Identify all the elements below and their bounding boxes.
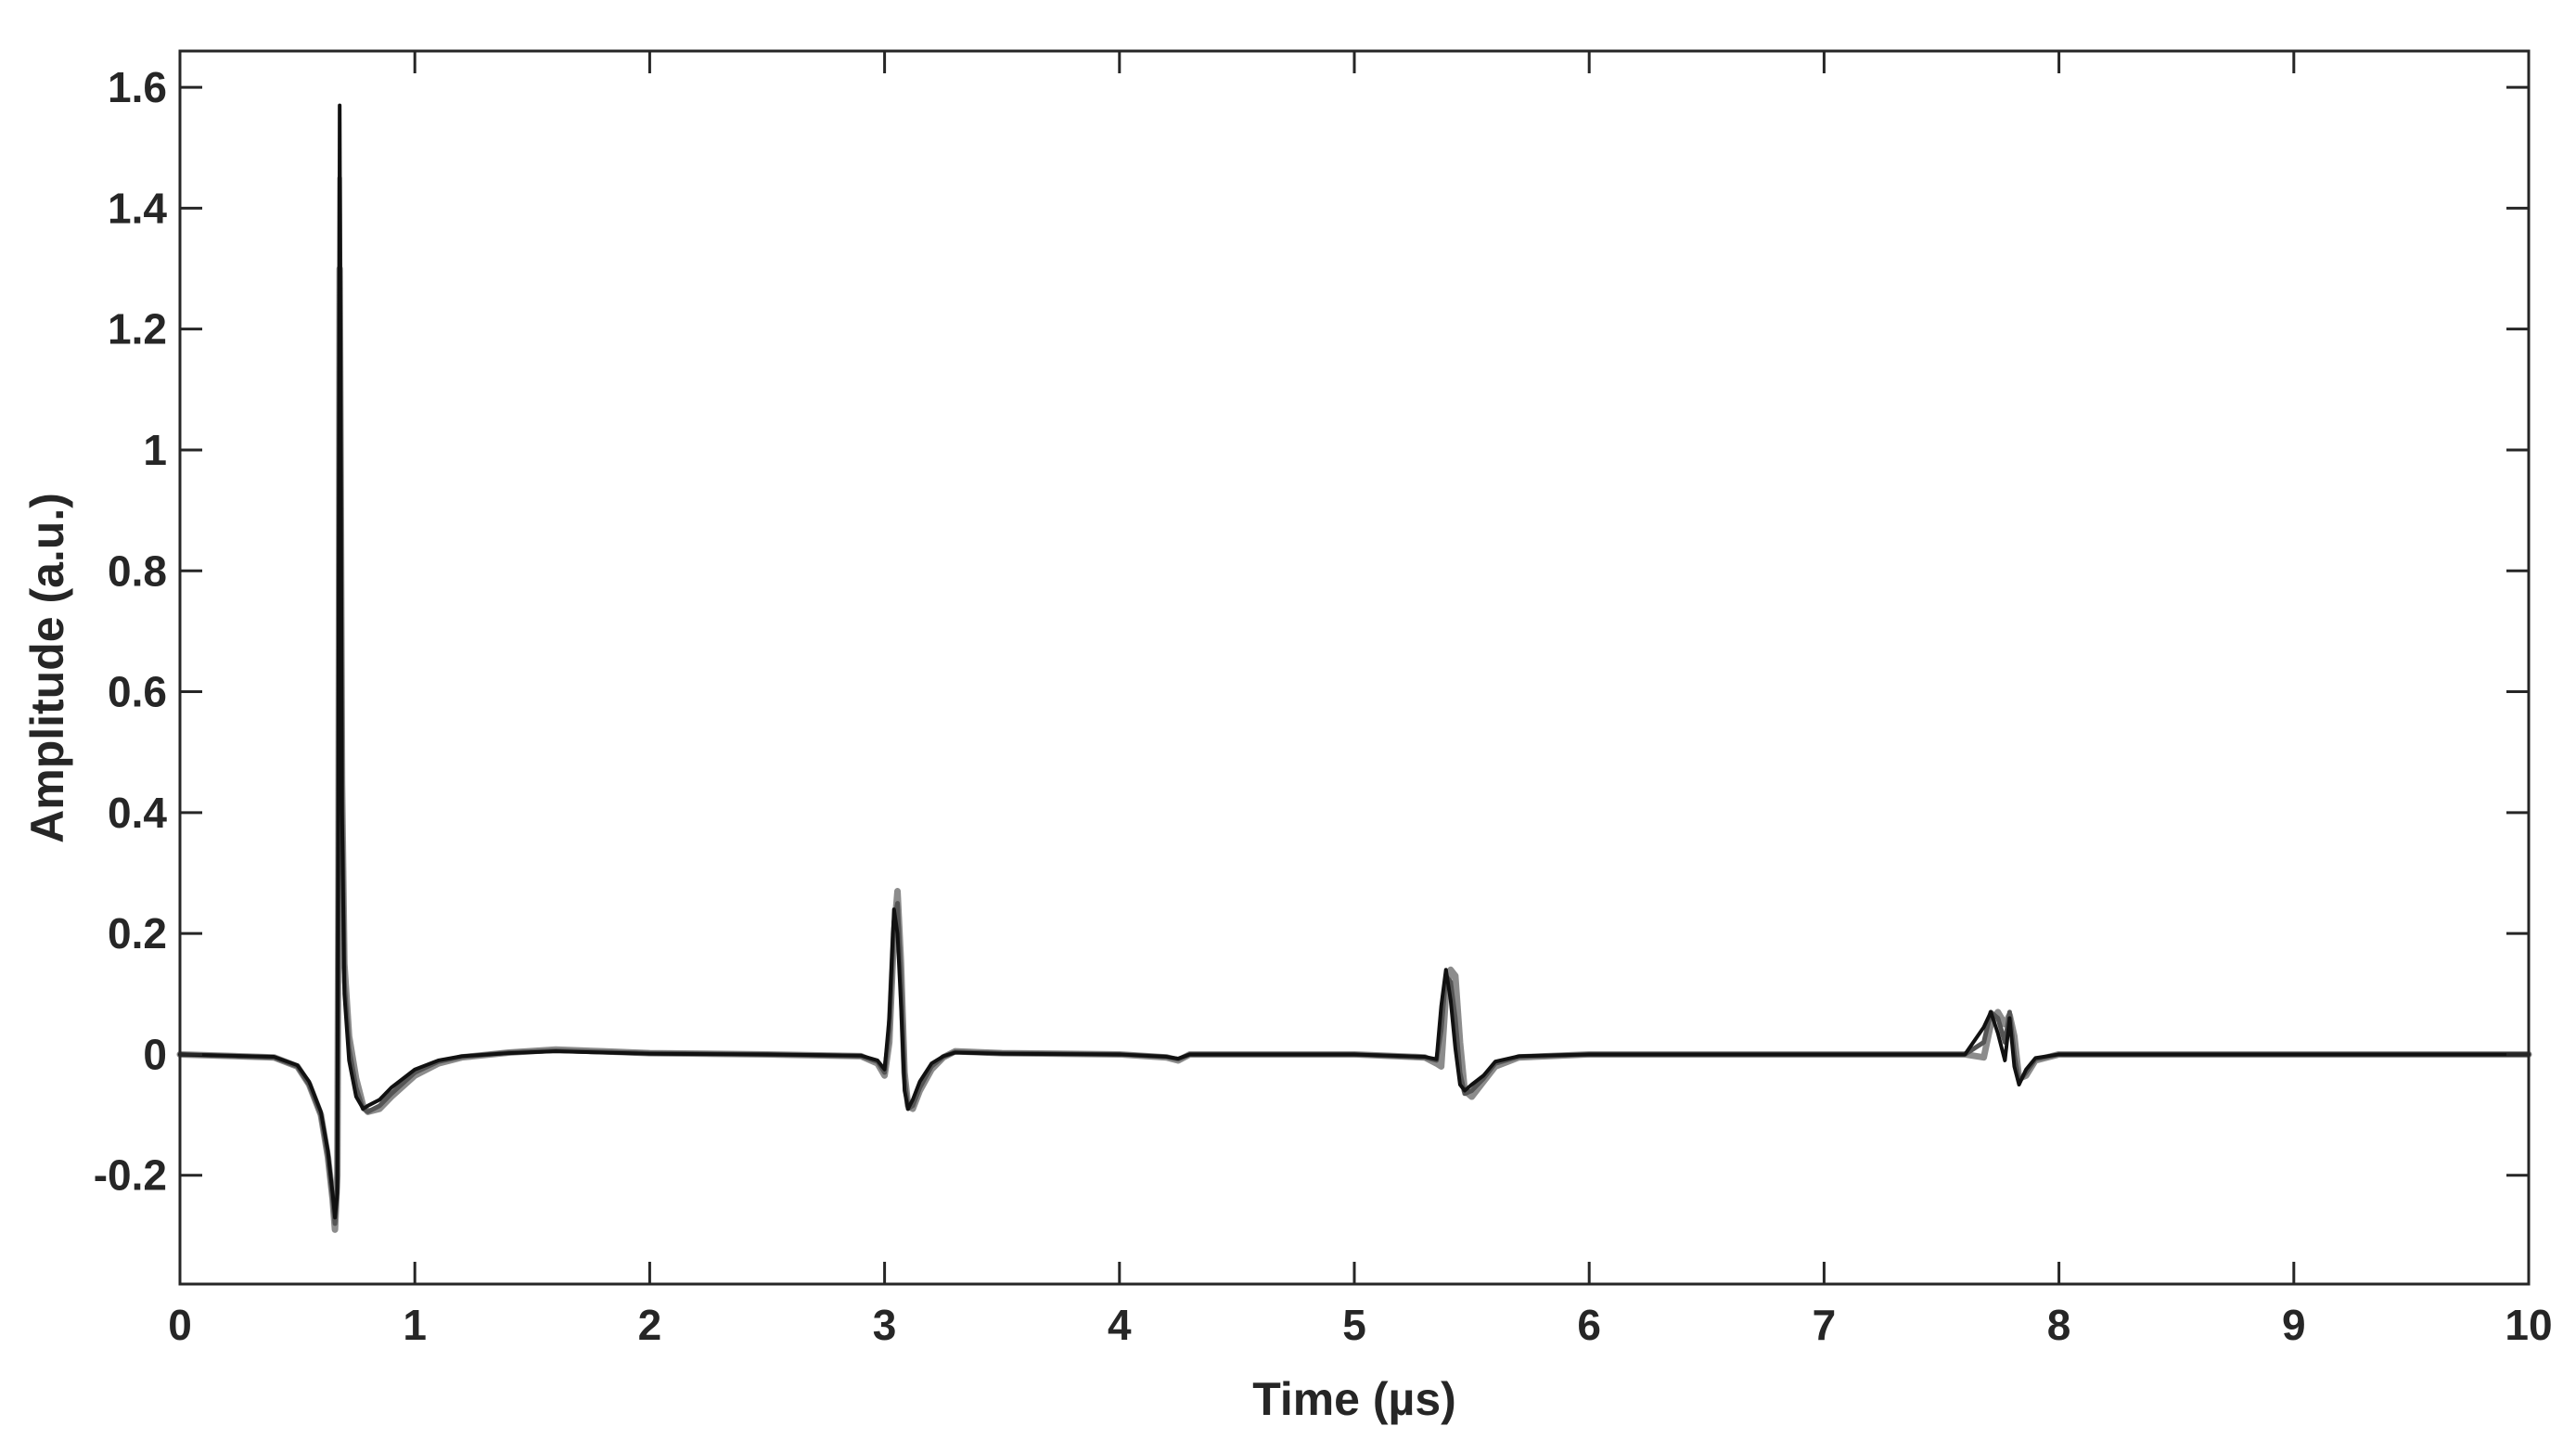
y-axis-label: Amplitude (a.u.) — [21, 493, 73, 843]
x-tick-label: 0 — [168, 1301, 192, 1349]
x-axis-label: Time (µs) — [1252, 1373, 1456, 1425]
x-tick-label: 10 — [2505, 1301, 2552, 1349]
x-tick-label: 5 — [1342, 1301, 1366, 1349]
y-tick-label: 1.6 — [108, 63, 167, 111]
y-tick-label: 0 — [143, 1030, 167, 1078]
y-tick-label: 1.2 — [108, 305, 167, 353]
y-tick-label: 0.4 — [108, 789, 167, 837]
y-tick-label: -0.2 — [94, 1151, 167, 1200]
plot-area: 0 1 2 3 4 5 6 7 8 9 10 -0.2 0 0.2 0.4 0.6 0.8 1 1.2 1.4 1.6 — [94, 49, 2553, 1349]
y-tick-label: 1 — [143, 426, 167, 474]
trace-layer — [176, 103, 2532, 1233]
x-axis-ticks: 0 1 2 3 4 5 6 7 8 9 10 — [168, 51, 2553, 1349]
x-tick-label: 7 — [1813, 1301, 1837, 1349]
y-axis-ticks: -0.2 0 0.2 0.4 0.6 0.8 1 1.2 1.4 1.6 — [94, 63, 2529, 1200]
x-tick-label: 9 — [2282, 1301, 2306, 1349]
y-tick-label: 1.4 — [108, 184, 167, 232]
y-tick-label: 0.8 — [108, 546, 167, 595]
series-line-3 — [178, 103, 2531, 1220]
x-tick-label: 8 — [2047, 1301, 2071, 1349]
x-tick-label: 6 — [1577, 1301, 1601, 1349]
y-tick-label: 0.6 — [108, 668, 167, 716]
x-tick-label: 2 — [638, 1301, 662, 1349]
x-tick-label: 1 — [403, 1301, 427, 1349]
x-tick-label: 3 — [873, 1301, 897, 1349]
y-tick-label: 0.2 — [108, 909, 167, 957]
x-tick-label: 4 — [1108, 1301, 1132, 1349]
